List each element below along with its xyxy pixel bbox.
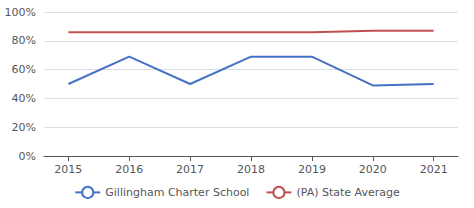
svg-text:100%: 100% [5,6,36,19]
svg-text:2017: 2017 [176,163,204,176]
svg-text:40%: 40% [12,92,36,105]
svg-text:80%: 80% [12,34,36,47]
svg-text:2016: 2016 [115,163,143,176]
svg-text:20%: 20% [12,121,36,134]
svg-text:2015: 2015 [54,163,82,176]
svg-text:2018: 2018 [237,163,265,176]
svg-text:(PA) State Average: (PA) State Average [296,186,400,199]
svg-text:0%: 0% [19,150,36,163]
svg-text:60%: 60% [12,63,36,76]
svg-text:Gillingham Charter School: Gillingham Charter School [105,186,249,199]
svg-text:2021: 2021 [420,163,448,176]
svg-text:2019: 2019 [298,163,326,176]
svg-text:2020: 2020 [359,163,387,176]
